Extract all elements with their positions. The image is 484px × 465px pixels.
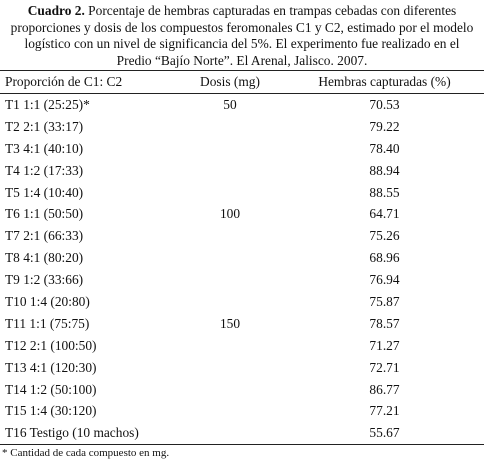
dose-cell bbox=[175, 225, 285, 247]
value-cell: 75.26 bbox=[369, 228, 400, 244]
table-row: T5 1:4 (10:40) 88.55 bbox=[0, 182, 484, 204]
dose-cell bbox=[175, 400, 285, 422]
header-cell: Proporción de C1: C2 bbox=[5, 74, 123, 89]
value-cell: 79.22 bbox=[369, 118, 400, 134]
dose-cell bbox=[175, 357, 285, 379]
treatment-cell: T11 1:1 (75:75) bbox=[5, 315, 90, 331]
table-row: T13 4:1 (120:30) 72.71 bbox=[0, 357, 484, 379]
treatment-cell: T15 1:4 (30:120) bbox=[5, 403, 97, 419]
table-row: T9 1:2 (33:66) 76.94 bbox=[0, 269, 484, 291]
treatment-cell: T14 1:2 (50:100) bbox=[5, 381, 97, 397]
header-cell: Hembras capturadas (%) bbox=[318, 74, 451, 89]
value-cell: 70.53 bbox=[369, 96, 400, 112]
value-cell: 78.57 bbox=[369, 315, 400, 331]
treatment-cell: T7 2:1 (66:33) bbox=[5, 228, 84, 244]
value-cell: 71.27 bbox=[369, 337, 400, 353]
treatment-cell: T16 Testigo (10 machos) bbox=[5, 425, 139, 441]
treatment-cell: T8 4:1 (80:20) bbox=[5, 250, 84, 266]
table-row: T10 1:4 (20:80) 75.87 bbox=[0, 291, 484, 313]
dose-cell bbox=[175, 335, 285, 357]
value-cell: 78.40 bbox=[369, 140, 400, 156]
dose-cell bbox=[175, 116, 285, 138]
dose-cell bbox=[175, 422, 285, 444]
value-cell: 64.71 bbox=[369, 206, 400, 222]
table-row: T8 4:1 (80:20) 68.96 bbox=[0, 247, 484, 269]
header-cell: Dosis (mg) bbox=[200, 74, 260, 89]
value-cell: 88.94 bbox=[369, 162, 400, 178]
caption-text: Porcentaje de hembras capturadas en tram… bbox=[10, 3, 474, 68]
caption: Cuadro 2. Porcentaje de hembras capturad… bbox=[6, 3, 478, 69]
dose-cell bbox=[175, 291, 285, 313]
dose-cell bbox=[175, 182, 285, 204]
table-body: T1 1:1 (25:25)* 50 70.53 T2 2:1 (33:17) 79.2… bbox=[0, 94, 484, 445]
table-row: T7 2:1 (66:33) 75.26 bbox=[0, 225, 484, 247]
value-cell: 88.55 bbox=[369, 184, 400, 200]
value-cell: 55.67 bbox=[369, 425, 400, 441]
header-row: Proporción de C1: C2 Dosis (mg) Hembras … bbox=[0, 70, 484, 94]
treatment-cell: T2 2:1 (33:17) bbox=[5, 118, 84, 134]
dose-cell bbox=[175, 269, 285, 291]
table-row: T6 1:1 (50:50) 100 64.71 bbox=[0, 203, 484, 225]
caption-label: Cuadro 2. bbox=[27, 3, 85, 18]
value-cell: 86.77 bbox=[369, 381, 400, 397]
treatment-cell: T5 1:4 (10:40) bbox=[5, 184, 84, 200]
treatment-cell: T10 1:4 (20:80) bbox=[5, 293, 90, 309]
table-row: T3 4:1 (40:10) 78.40 bbox=[0, 138, 484, 160]
footnote: * Cantidad de cada compuesto en mg. bbox=[2, 447, 170, 459]
value-cell: 75.87 bbox=[369, 293, 400, 309]
table-row: T14 1:2 (50:100) 86.77 bbox=[0, 379, 484, 401]
dose-cell: 100 bbox=[219, 206, 241, 222]
table-row: T1 1:1 (25:25)* 50 70.53 bbox=[0, 94, 484, 116]
dose-cell bbox=[175, 247, 285, 269]
table-row: T4 1:2 (17:33) 88.94 bbox=[0, 160, 484, 182]
value-cell: 77.21 bbox=[369, 403, 400, 419]
treatment-cell: T9 1:2 (33:66) bbox=[5, 272, 84, 288]
dose-cell bbox=[175, 160, 285, 182]
treatment-cell: T13 4:1 (120:30) bbox=[5, 359, 97, 375]
value-cell: 76.94 bbox=[369, 272, 400, 288]
data-table: Proporción de C1: C2 Dosis (mg) Hembras … bbox=[0, 70, 484, 445]
dose-cell bbox=[175, 379, 285, 401]
table-row: T12 2:1 (100:50) 71.27 bbox=[0, 335, 484, 357]
treatment-cell: T1 1:1 (25:25)* bbox=[5, 96, 90, 112]
value-cell: 68.96 bbox=[369, 250, 400, 266]
table-row: T16 Testigo (10 machos) 55.67 bbox=[0, 422, 484, 445]
treatment-cell: T4 1:2 (17:33) bbox=[5, 162, 84, 178]
table-row: T2 2:1 (33:17) 79.22 bbox=[0, 116, 484, 138]
value-cell: 72.71 bbox=[369, 359, 400, 375]
dose-cell: 150 bbox=[219, 315, 241, 331]
treatment-cell: T12 2:1 (100:50) bbox=[5, 337, 97, 353]
dose-cell: 50 bbox=[223, 96, 237, 112]
treatment-cell: T6 1:1 (50:50) bbox=[5, 206, 84, 222]
table-row: T15 1:4 (30:120) 77.21 bbox=[0, 400, 484, 422]
dose-cell bbox=[175, 138, 285, 160]
treatment-cell: T3 4:1 (40:10) bbox=[5, 140, 84, 156]
table-row: T11 1:1 (75:75) 150 78.57 bbox=[0, 313, 484, 335]
